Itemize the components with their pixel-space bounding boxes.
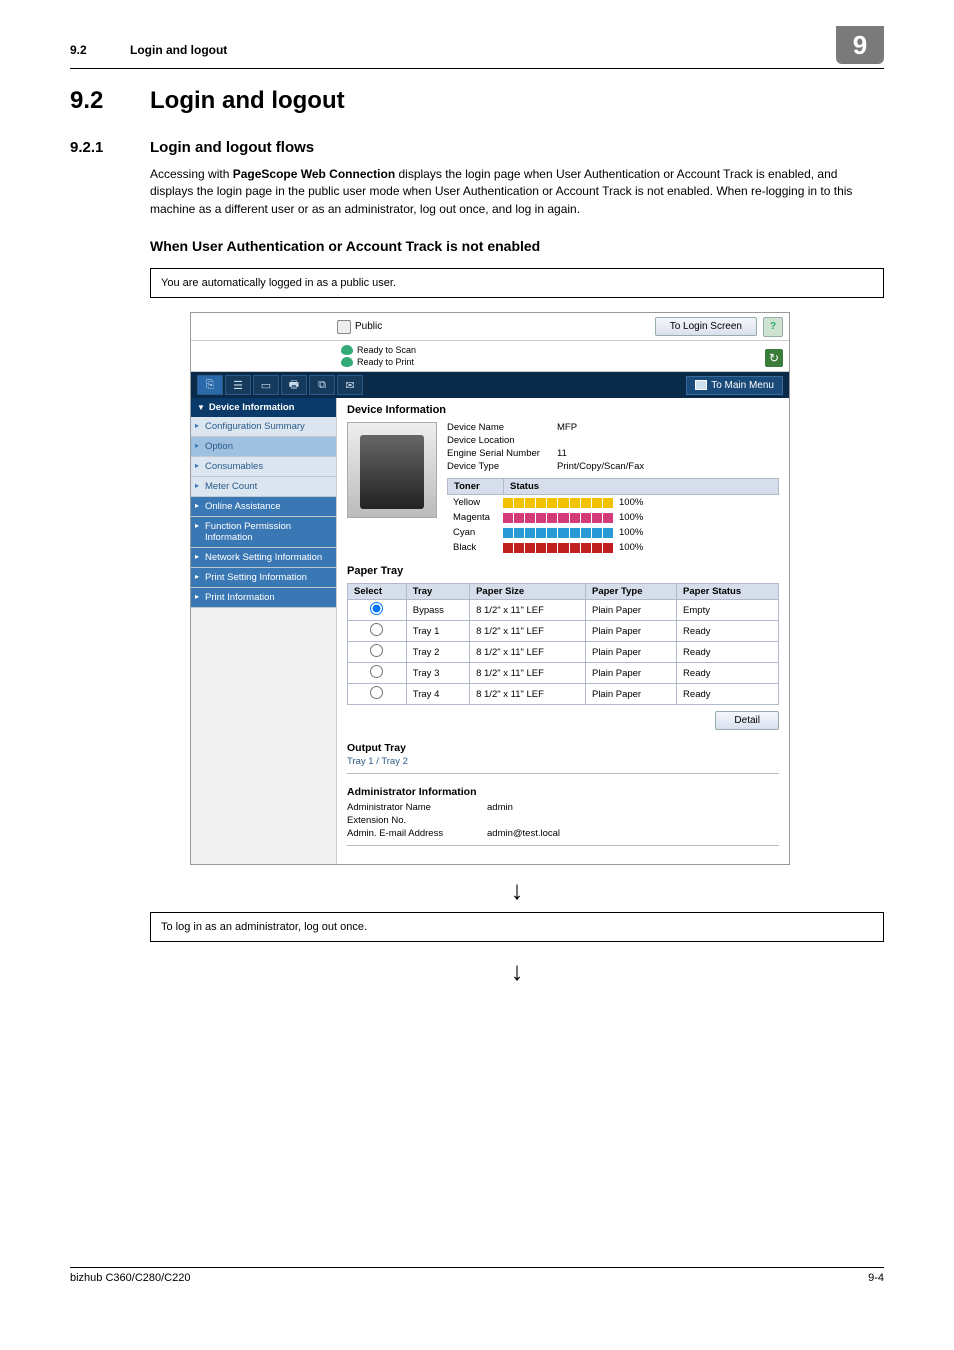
pt-col-header: Tray [406,584,469,600]
pt-col-header: Paper Size [470,584,586,600]
status-block: Ready to Scan Ready to Print ↻ [191,341,789,372]
print-status: Ready to Print [357,357,414,367]
pt-row: Tray 28 1/2" x 11" LEFPlain PaperReady [348,642,779,663]
header-section-title: Login and logout [130,43,836,57]
sidebar-group-header[interactable]: Device Information [191,398,336,417]
toner-row: Magenta100% [447,510,779,525]
admin-row: Extension No. [347,815,779,826]
tab-box-icon[interactable]: ▭ [253,375,279,395]
tab-job-icon[interactable]: ☰ [225,375,251,395]
user-indicator: Public [337,320,487,334]
toner-head-2: Status [504,479,778,494]
pt-select-radio[interactable] [370,665,383,678]
sidebar-item[interactable]: Configuration Summary [191,417,336,437]
sidebar-top-item[interactable]: Network Setting Information [191,548,336,568]
refresh-button[interactable]: ↻ [765,349,783,367]
user-label: Public [355,321,382,332]
devtype-value: Print/Copy/Scan/Fax [557,461,644,472]
sidebar-item[interactable]: Consumables [191,457,336,477]
mainmenu-icon [695,380,707,390]
devserial-label: Engine Serial Number [447,448,557,459]
sidebar-item[interactable]: Meter Count [191,477,336,497]
flow-arrow-1: ↓ [150,875,884,906]
to-main-menu-button[interactable]: To Main Menu [686,376,783,395]
caption-box-2: To log in as an administrator, log out o… [150,912,884,942]
pt-col-header: Select [348,584,407,600]
toner-row: Cyan100% [447,525,779,540]
sidebar: Device Information Configuration Summary… [191,398,337,864]
detail-button[interactable]: Detail [715,711,779,730]
pt-select-radio[interactable] [370,623,383,636]
header-section-number: 9.2 [70,43,130,57]
h2-title: Login and logout [150,87,345,115]
footer-model: bizhub C360/C280/C220 [70,1272,190,1284]
h4-title: When User Authentication or Account Trac… [150,238,884,254]
pt-select-radio[interactable] [370,602,383,615]
toner-row: Yellow100% [447,495,779,510]
sidebar-top-item[interactable]: Online Assistance [191,497,336,517]
devname-label: Device Name [447,422,557,433]
toner-row: Black100% [447,540,779,555]
pt-row: Tray 48 1/2" x 11" LEFPlain PaperReady [348,684,779,705]
flow-arrow-2: ↓ [150,956,884,987]
devname-value: MFP [557,422,577,433]
h3-title: Login and logout flows [150,139,314,156]
pt-col-header: Paper Type [585,584,676,600]
content-area: Device Information Device NameMFP Device… [337,398,789,864]
content-title: Device Information [347,404,779,416]
print-status-icon [341,357,353,367]
devloc-label: Device Location [447,435,557,446]
scan-status: Ready to Scan [357,345,416,355]
user-icon [337,320,351,334]
devtype-label: Device Type [447,461,557,472]
output-tray-title: Output Tray [347,742,779,754]
toner-head-1: Toner [448,479,504,494]
tab-system-icon[interactable]: ⎘ [197,375,223,395]
sidebar-top-item[interactable]: Print Information [191,588,336,608]
pt-col-header: Paper Status [677,584,779,600]
tab-print-icon[interactable]: 🖶 [281,375,307,395]
pt-row: Tray 18 1/2" x 11" LEFPlain PaperReady [348,621,779,642]
output-tray-line: Tray 1 / Tray 2 [347,756,779,767]
pt-row: Bypass8 1/2" x 11" LEFPlain PaperEmpty [348,600,779,621]
tab-strip: ⎘ ☰ ▭ 🖶 ⧉ ✉ To Main Menu [191,372,789,398]
tab-settings-icon[interactable]: ✉ [337,375,363,395]
devserial-value: 11 [557,448,567,459]
h3-number: 9.2.1 [70,139,150,156]
screenshot: Public To Login Screen ? Ready to Scan R… [190,312,790,865]
help-button[interactable]: ? [763,317,783,337]
shot-top-bar: Public To Login Screen ? [191,313,789,341]
pt-select-radio[interactable] [370,644,383,657]
pt-select-radio[interactable] [370,686,383,699]
admin-info-title: Administrator Information [347,786,779,798]
footer-page: 9-4 [868,1272,884,1284]
sidebar-item[interactable]: Option [191,437,336,457]
caption-box-1: You are automatically logged in as a pub… [150,268,884,298]
to-login-screen-button[interactable]: To Login Screen [655,317,757,336]
admin-row: Administrator Nameadmin [347,802,779,813]
paper-tray-table: SelectTrayPaper SizePaper TypePaper Stat… [347,583,779,705]
tab-store-icon[interactable]: ⧉ [309,375,335,395]
admin-row: Admin. E-mail Addressadmin@test.local [347,828,779,839]
paper-tray-title: Paper Tray [347,565,779,577]
sidebar-top-item[interactable]: Function Permission Information [191,517,336,548]
chapter-badge: 9 [836,26,884,64]
device-image [347,422,437,518]
pt-row: Tray 38 1/2" x 11" LEFPlain PaperReady [348,663,779,684]
intro-paragraph: Accessing with PageScope Web Connection … [150,166,884,218]
scan-status-icon [341,345,353,355]
sidebar-top-item[interactable]: Print Setting Information [191,568,336,588]
h2-number: 9.2 [70,87,150,115]
